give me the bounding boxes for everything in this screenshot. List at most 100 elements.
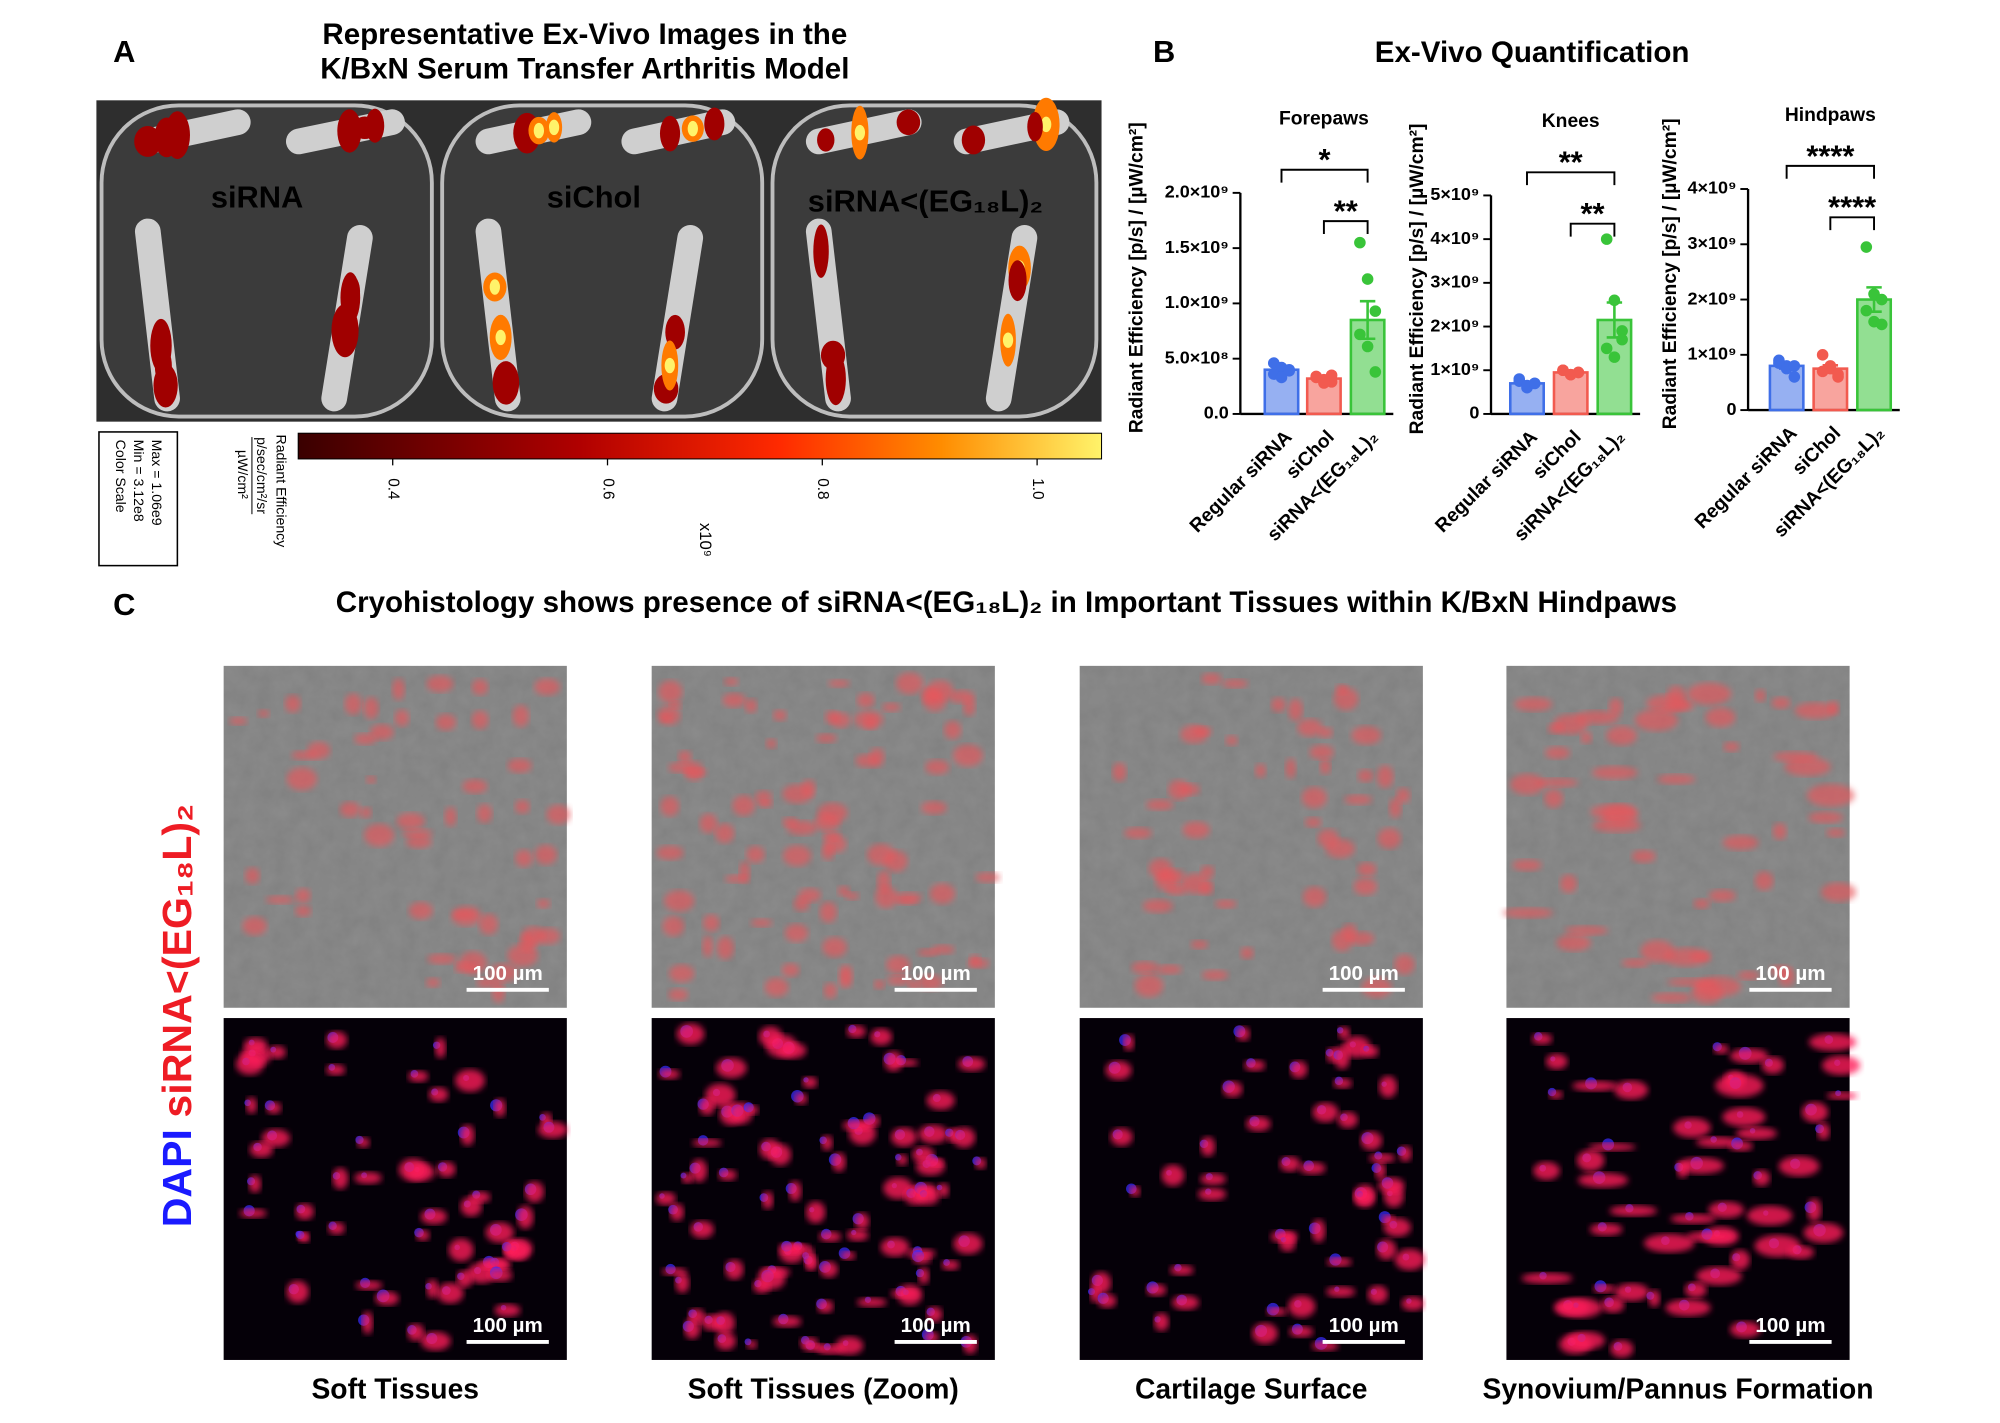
sirna-signal (746, 1340, 758, 1349)
sirna-signal (396, 812, 425, 830)
sirna-signal (821, 1135, 833, 1151)
colorbar-multiplier: x10⁹ (696, 523, 715, 557)
sirna-signal (924, 1331, 939, 1343)
fluorescence (961, 125, 986, 155)
y-tick-label: 5×10⁹ (1430, 184, 1479, 204)
data-point (1275, 371, 1288, 384)
colorbar-unit: p/sec/cm²/sr (254, 437, 270, 514)
sirna-signal (762, 1191, 774, 1210)
sirna-signal (668, 988, 689, 1001)
sirna-signal (326, 1064, 346, 1076)
sirna-signal (339, 801, 361, 818)
sirna-signal (895, 897, 919, 905)
sirna-signal (746, 1105, 759, 1115)
sirna-signal (1146, 1284, 1167, 1296)
sirna-signal (1289, 1326, 1314, 1338)
sirna-signal (692, 1138, 722, 1147)
sirna-signal (1640, 939, 1675, 963)
sirna-signal (1304, 817, 1322, 828)
sirna-signal (1131, 961, 1159, 974)
sirna-signal (660, 713, 673, 723)
sirna-signal (1580, 732, 1593, 744)
sirna-signal (1667, 978, 1718, 987)
sirna-signal (1326, 1286, 1356, 1298)
sirna-signal (1591, 765, 1638, 780)
color-scale-box (98, 431, 179, 567)
panel-letter: B (1153, 34, 1175, 69)
sirna-signal (931, 944, 955, 955)
sirna-signal (1376, 1239, 1397, 1260)
sirna-signal (401, 828, 433, 838)
y-tick-label: 1.0×10⁹ (1165, 292, 1229, 312)
sirna-signal (476, 804, 493, 824)
sirna-signal (832, 1152, 846, 1172)
y-tick-label: 3×10⁹ (1430, 272, 1479, 292)
sirna-signal (958, 1056, 986, 1072)
sirna-signal (718, 1169, 737, 1181)
sirna-signal (354, 733, 377, 745)
sirna-signal (1112, 762, 1127, 782)
sirna-signal (759, 1139, 781, 1160)
sirna-signal (1769, 965, 1792, 977)
sirna-signal (266, 1101, 282, 1114)
sirna-signal (1222, 1081, 1243, 1098)
sirna-signal (394, 709, 410, 727)
sirna-signal (1713, 1044, 1729, 1055)
sirna-signal (1686, 682, 1732, 705)
sirna-signal (821, 843, 835, 861)
sirna-signal (896, 1154, 908, 1166)
sirna-signal (1255, 763, 1267, 778)
data-point (1860, 241, 1873, 253)
sirna-signal (952, 1127, 976, 1148)
sirna-signal (1378, 1177, 1405, 1194)
sirna-signal (295, 888, 311, 903)
sirna-signal (873, 979, 885, 990)
sirna-signal (1778, 1156, 1820, 1177)
sirna-signal (1722, 835, 1759, 851)
sirna-signal (656, 845, 684, 861)
sirna-signal (1514, 697, 1553, 712)
sirna-signal (1246, 1116, 1271, 1132)
data-point (1354, 236, 1366, 249)
sirna-signal (795, 1093, 808, 1105)
sirna-signal (1161, 1164, 1185, 1186)
fluorescence (1008, 260, 1027, 302)
sirna-signal (782, 845, 812, 867)
sirna-signal (723, 677, 739, 686)
sirna-signal (854, 710, 884, 729)
scale-bar-label: 100 µm (1755, 962, 1825, 985)
sirna-signal (1590, 804, 1636, 820)
sirna-signal (1828, 700, 1840, 715)
sirna-signal (757, 1267, 786, 1290)
sirna-signal (1124, 827, 1153, 839)
sirna-signal (1544, 746, 1571, 760)
sirna-signal (716, 1057, 747, 1079)
fluorescence (489, 279, 500, 295)
sirna-signal (1643, 1233, 1695, 1253)
sirna-signal (716, 936, 734, 960)
sirna-signal (758, 1026, 783, 1047)
sirna-signal (1754, 871, 1774, 891)
sirna-signal (398, 1158, 428, 1181)
sirna-signal (817, 1299, 834, 1314)
sirna-signal (1379, 1075, 1398, 1098)
sirna-signal (326, 1031, 348, 1049)
sirna-signal (1377, 827, 1401, 849)
sirna-signal (454, 961, 469, 973)
y-tick-label: 2×10⁹ (1687, 288, 1736, 308)
sirna-signal (684, 1318, 701, 1339)
data-point (1283, 363, 1295, 376)
scale-bar-label: 100 µm (473, 962, 543, 985)
sirna-signal (517, 1205, 534, 1229)
sirna-signal (824, 710, 840, 724)
sirna-signal (842, 1120, 873, 1132)
y-tick-label: 3×10⁹ (1687, 233, 1736, 253)
significance-label: **** (1806, 138, 1854, 173)
colorbar-tick-label: 1.0 (1029, 478, 1046, 499)
sirna-signal (286, 767, 318, 791)
sirna-signal (881, 702, 901, 712)
sirna-signal (828, 679, 850, 688)
colorbar-tick-label: 0.4 (385, 478, 402, 500)
sirna-signal (1695, 1136, 1740, 1148)
